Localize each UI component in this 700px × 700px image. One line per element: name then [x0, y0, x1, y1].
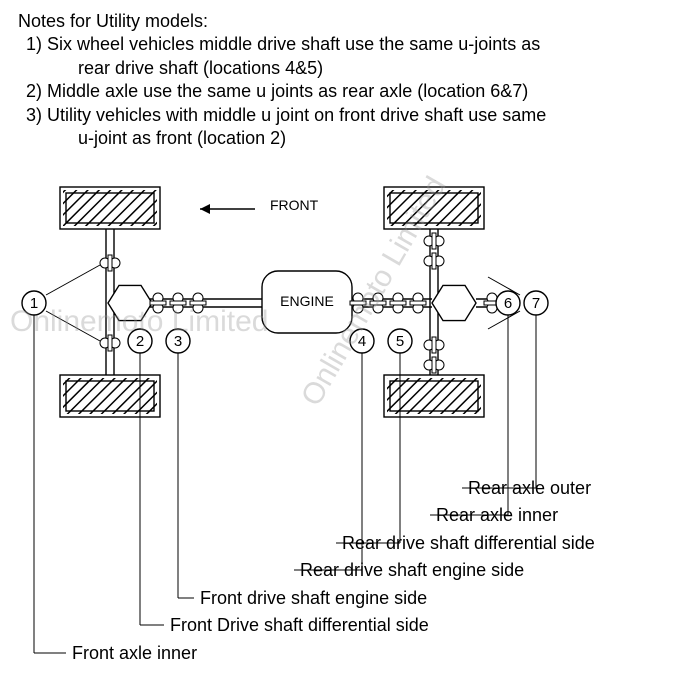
label-7: Rear axle outer	[468, 478, 591, 499]
svg-text:ENGINE: ENGINE	[280, 293, 334, 309]
svg-text:1: 1	[30, 295, 38, 312]
note-3b: u-joint as front (location 2)	[18, 127, 682, 150]
label-6: Rear axle inner	[436, 505, 558, 526]
svg-text:2: 2	[136, 333, 144, 350]
note-1b: rear drive shaft (locations 4&5)	[18, 57, 682, 80]
svg-text:7: 7	[532, 295, 540, 312]
label-1: Front axle inner	[72, 643, 197, 664]
front-label: FRONT	[270, 197, 318, 213]
svg-text:4: 4	[358, 333, 366, 350]
note-3: 3) Utility vehicles with middle u joint …	[18, 104, 682, 127]
notes-block: Notes for Utility models: 1) Six wheel v…	[0, 0, 700, 154]
notes-title: Notes for Utility models:	[18, 10, 682, 33]
note-1: 1) Six wheel vehicles middle drive shaft…	[18, 33, 682, 56]
label-3: Front drive shaft engine side	[200, 588, 427, 609]
svg-text:6: 6	[504, 295, 512, 312]
svg-text:3: 3	[174, 333, 182, 350]
svg-text:5: 5	[396, 333, 404, 350]
label-5: Rear drive shaft differential side	[342, 533, 595, 554]
label-4: Rear drive shaft engine side	[300, 560, 524, 581]
diagram: ENGINE1234567 Onlinemoto Limited Onlinem…	[0, 175, 700, 700]
label-2: Front Drive shaft differential side	[170, 615, 429, 636]
note-2: 2) Middle axle use the same u joints as …	[18, 80, 682, 103]
